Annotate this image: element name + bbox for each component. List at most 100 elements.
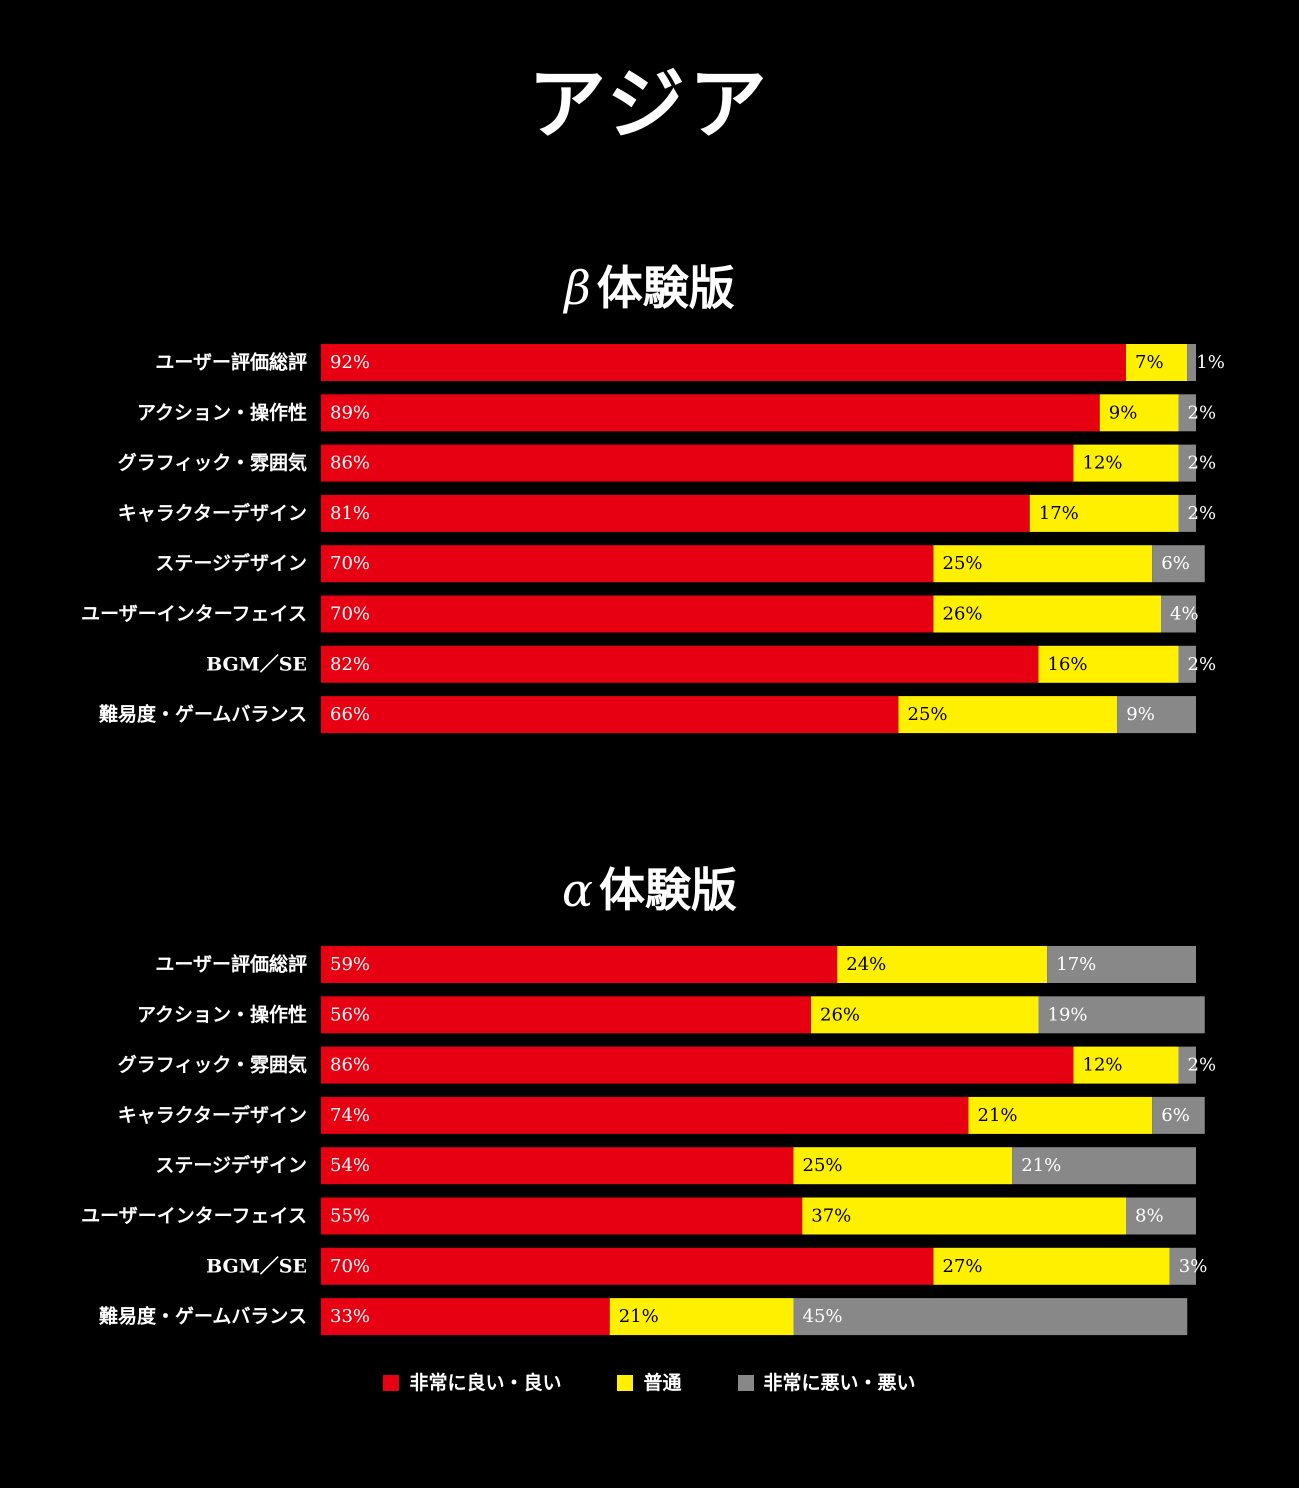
beta-symbol: β (564, 261, 591, 315)
bar-value-label: 45% (803, 1306, 843, 1327)
bar-segment-bad (1012, 1147, 1196, 1185)
category-label: ユーザー評価総評 (155, 953, 307, 976)
category-label: 難易度・ゲームバランス (99, 703, 307, 726)
bar-segment-bad (1178, 394, 1196, 432)
bar-segment-normal (898, 696, 1118, 734)
bar-value-label: 86% (330, 453, 370, 474)
bar-segment-normal (1073, 1046, 1179, 1084)
bar-value-label: 26% (820, 1004, 860, 1025)
legend-swatch-bad (737, 1375, 754, 1391)
bar-value-label: 16% (1048, 654, 1088, 675)
bar-value-label: 70% (330, 604, 370, 625)
bar-segment-good (321, 1147, 794, 1185)
beta-chart: ユーザー評価総評 92% 7% 1% アクション・操作性 89% 9% 2% グラフィック・雰囲… (81, 344, 1225, 734)
bar-segment-normal (1073, 444, 1179, 482)
bar-value-label: 12% (1083, 453, 1123, 474)
bar-value-label: 27% (943, 1256, 983, 1277)
bar-value-label: 8% (1135, 1206, 1164, 1227)
bar-value-label: 25% (943, 553, 983, 574)
bar-segment-bad (1169, 1247, 1196, 1285)
bar-segment-bad (1152, 1096, 1205, 1134)
bar-value-label: 81% (330, 503, 370, 524)
page-title: アジア (528, 59, 771, 150)
bar-segment-good (321, 1298, 610, 1336)
bar-segment-good (321, 1046, 1074, 1084)
bar-value-label: 21% (1021, 1155, 1061, 1176)
bar-value-label: 89% (330, 402, 370, 423)
bar-segment-normal (933, 595, 1161, 633)
bar-value-label: 70% (330, 553, 370, 574)
bar-segment-normal (793, 1147, 1013, 1185)
bar-value-label: 59% (330, 954, 370, 975)
bar-segment-normal (1029, 494, 1179, 532)
legend-item-normal: 普通 (617, 1370, 682, 1396)
alpha-title-text: 体験版 (599, 863, 738, 917)
legend-item-bad: 非常に悪い・悪い (737, 1370, 916, 1396)
category-label: キャラクターデザイン (118, 1103, 307, 1126)
bar-segment-normal (837, 946, 1048, 983)
bar-segment-normal (933, 545, 1153, 583)
bar-segment-good (321, 344, 1126, 381)
category-label: ステージデザイン (155, 1154, 307, 1177)
category-label: グラフィック・雰囲気 (118, 451, 307, 474)
bar-segment-good (321, 996, 811, 1034)
bar-value-label: 74% (330, 1105, 370, 1126)
bar-segment-good (321, 696, 899, 734)
bar-segment-normal (609, 1298, 794, 1336)
bar-value-label: 66% (330, 704, 370, 725)
bar-segment-good (321, 595, 934, 633)
legend: 非常に良い・良い 普通 非常に悪い・悪い (0, 1370, 1299, 1396)
category-label: アクション・操作性 (137, 1003, 307, 1026)
category-label: グラフィック・雰囲気 (118, 1053, 307, 1076)
bar-value-label: 21% (619, 1306, 659, 1327)
bar-value-label: 6% (1161, 553, 1190, 574)
category-label: アクション・操作性 (137, 401, 307, 424)
bar-segment-good (321, 645, 1039, 683)
bar-segment-good (321, 1247, 934, 1285)
bar-value-label: 2% (1188, 654, 1217, 675)
bar-value-label: 1% (1196, 352, 1225, 373)
category-label: キャラクターデザイン (118, 501, 307, 524)
bar-value-label: 25% (908, 704, 948, 725)
alpha-chart-title: α 体験版 (0, 860, 1299, 920)
bar-value-label: 12% (1083, 1055, 1123, 1076)
bar-value-label: 2% (1188, 503, 1217, 524)
bar-value-label: 4% (1170, 604, 1199, 625)
bar-value-label: 9% (1109, 402, 1138, 423)
category-label: BGM／SE (206, 652, 307, 675)
bar-segment-bad (1161, 595, 1196, 633)
legend-label-bad: 非常に悪い・悪い (763, 1372, 916, 1394)
bar-value-label: 37% (811, 1206, 851, 1227)
bar-segment-normal (933, 1247, 1170, 1285)
bar-segment-normal (1099, 394, 1179, 432)
beta-chart-title: β 体験版 (0, 258, 1299, 318)
category-label: ユーザーインターフェイス (81, 603, 307, 625)
legend-label-good: 非常に良い・良い (409, 1372, 562, 1394)
bar-value-label: 25% (803, 1155, 843, 1176)
bar-value-label: 54% (330, 1155, 370, 1176)
bar-segment-good (321, 545, 934, 583)
category-label: 難易度・ゲームバランス (99, 1305, 307, 1328)
bar-segment-bad (1178, 444, 1196, 482)
bar-value-label: 9% (1126, 704, 1155, 725)
bar-segment-bad (1047, 946, 1196, 983)
bar-value-label: 26% (943, 604, 983, 625)
bar-value-label: 33% (330, 1306, 370, 1327)
bar-segment-good (321, 946, 838, 983)
bar-value-label: 70% (330, 1256, 370, 1277)
bar-value-label: 86% (330, 1055, 370, 1076)
beta-title-text: 体験版 (596, 261, 735, 315)
bar-segment-good (321, 394, 1100, 432)
bar-value-label: 2% (1188, 1055, 1217, 1076)
bar-segment-normal (802, 1197, 1126, 1235)
bar-value-label: 17% (1056, 954, 1096, 975)
bar-segment-bad (793, 1298, 1188, 1336)
bar-segment-good (321, 1197, 803, 1235)
bar-segment-normal (1126, 344, 1188, 381)
bar-value-label: 82% (330, 654, 370, 675)
bar-segment-normal (811, 996, 1039, 1034)
bar-value-label: 17% (1039, 503, 1079, 524)
legend-swatch-normal (617, 1375, 634, 1391)
legend-swatch-good (383, 1375, 400, 1391)
bar-value-label: 21% (978, 1105, 1018, 1126)
